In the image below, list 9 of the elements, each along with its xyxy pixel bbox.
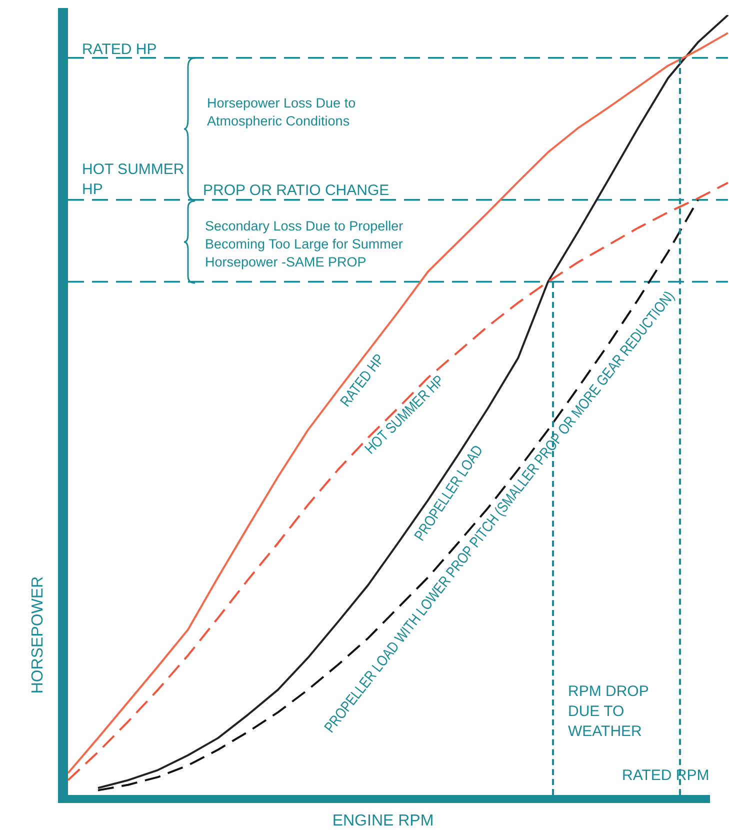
annotation: PROP OR RATIO CHANGE	[203, 182, 390, 200]
annotation: Secondary Loss Due to Propeller Becoming Too Large for Summer Horsepower -SAME PROP	[205, 218, 404, 270]
annotation: Horsepower Loss Due to Atmospheric Conditions	[207, 96, 356, 129]
annotation: RPM DROP DUE TO WEATHER	[568, 683, 649, 740]
ref-line-label: RATED HP	[82, 41, 157, 58]
annotation: RATED RPM	[622, 767, 710, 784]
ref-line-label: HOT SUMMER HP	[82, 161, 184, 198]
y-axis-title: HORSEPOWER	[29, 576, 46, 694]
x-axis-title: ENGINE RPM	[332, 812, 434, 830]
